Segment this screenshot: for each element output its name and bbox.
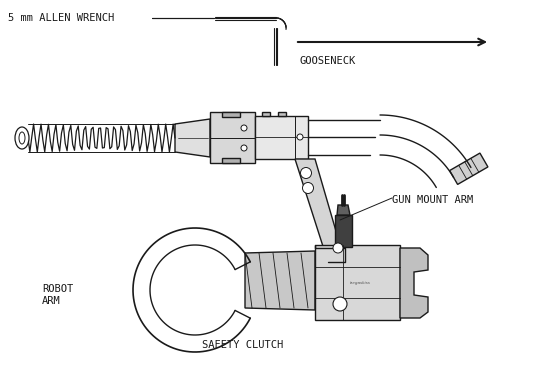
Polygon shape [175,119,210,157]
Circle shape [241,145,247,151]
Polygon shape [278,112,286,116]
Ellipse shape [19,132,25,144]
Text: tregaskiss: tregaskiss [349,281,370,285]
Polygon shape [337,205,350,215]
Ellipse shape [15,127,29,149]
Polygon shape [450,153,488,184]
Circle shape [241,125,247,131]
Text: GUN MOUNT ARM: GUN MOUNT ARM [392,195,473,205]
Circle shape [333,243,343,253]
Polygon shape [255,116,308,159]
Circle shape [333,297,347,311]
Polygon shape [222,112,240,117]
Polygon shape [262,112,270,116]
Polygon shape [335,215,352,247]
Polygon shape [210,112,255,163]
Text: GOOSENECK: GOOSENECK [300,56,356,66]
Polygon shape [245,251,315,310]
Text: ROBOT
ARM: ROBOT ARM [42,284,73,306]
Text: SAFETY CLUTCH: SAFETY CLUTCH [202,340,283,350]
Polygon shape [315,245,400,320]
Circle shape [302,183,314,194]
Polygon shape [295,159,345,262]
Polygon shape [222,158,240,163]
Circle shape [297,134,303,140]
Circle shape [301,167,311,178]
Text: 5 mm ALLEN WRENCH: 5 mm ALLEN WRENCH [8,13,114,23]
Polygon shape [400,248,428,318]
